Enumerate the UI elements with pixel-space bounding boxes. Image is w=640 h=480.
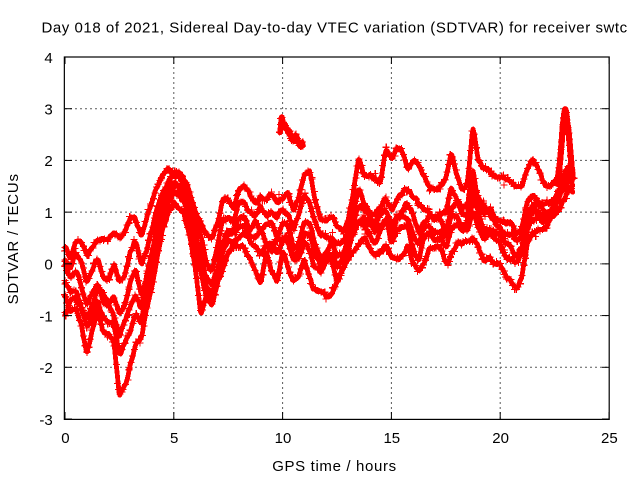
svg-text:0: 0 [61,430,69,447]
svg-text:GPS time / hours: GPS time / hours [272,458,397,475]
svg-text:25: 25 [601,430,618,447]
svg-text:0: 0 [44,257,52,274]
svg-text:20: 20 [492,430,509,447]
svg-text:4: 4 [44,50,52,67]
svg-text:2: 2 [44,153,52,170]
svg-text:-3: -3 [39,412,52,429]
svg-text:5: 5 [170,430,178,447]
svg-text:SDTVAR / TECUs: SDTVAR / TECUs [5,173,22,304]
svg-text:1: 1 [44,205,52,222]
svg-text:3: 3 [44,102,52,119]
svg-text:10: 10 [275,430,292,447]
svg-text:Day 018 of 2021, Sidereal Day-: Day 018 of 2021, Sidereal Day-to-day VTE… [42,20,628,37]
svg-text:15: 15 [383,430,400,447]
svg-text:-1: -1 [39,308,52,325]
svg-text:-2: -2 [39,360,52,377]
